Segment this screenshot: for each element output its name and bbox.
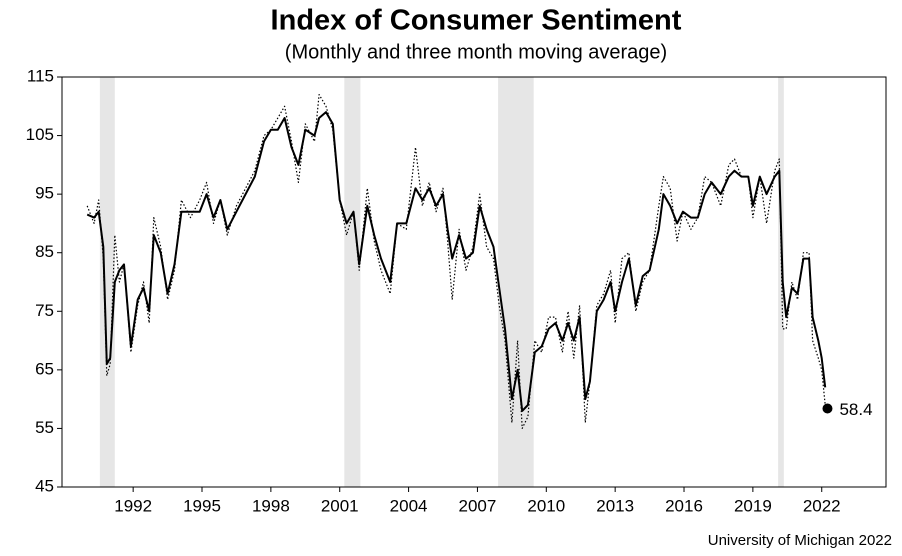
- x-tick-label: 2022: [803, 496, 841, 515]
- x-tick-label: 1992: [114, 496, 152, 515]
- series-line: [86, 111, 827, 412]
- shaded-region: [99, 77, 115, 487]
- shaded-region: [498, 77, 534, 487]
- chart-subtitle: (Monthly and three month moving average): [285, 41, 667, 63]
- y-tick-label: 45: [35, 476, 54, 495]
- x-tick-label: 2019: [734, 496, 772, 515]
- y-tick-label: 65: [35, 359, 54, 378]
- y-tick-label: 85: [35, 242, 54, 261]
- y-tick-label: 105: [26, 125, 54, 144]
- latest-label: 58.4: [839, 400, 872, 419]
- series-line: [86, 94, 826, 429]
- x-tick-label: 2016: [665, 496, 703, 515]
- x-tick-label: 2010: [527, 496, 565, 515]
- x-tick-label: 1998: [252, 496, 290, 515]
- shaded-region: [778, 77, 784, 487]
- y-tick-label: 55: [35, 418, 54, 437]
- latest-point: [822, 403, 833, 414]
- y-tick-label: 115: [27, 66, 54, 85]
- x-tick-label: 2001: [321, 496, 359, 515]
- source-note: University of Michigan 2022: [708, 532, 892, 549]
- x-tick-label: 1995: [183, 496, 221, 515]
- shaded-region: [344, 77, 361, 487]
- plot-frame: [61, 76, 887, 488]
- x-tick-label: 2007: [459, 496, 497, 515]
- x-tick-label: 2004: [390, 496, 428, 515]
- y-tick-label: 95: [35, 184, 54, 203]
- chart-title: Index of Consumer Sentiment: [271, 5, 682, 37]
- x-tick-label: 2013: [596, 496, 634, 515]
- y-tick-label: 75: [35, 301, 54, 320]
